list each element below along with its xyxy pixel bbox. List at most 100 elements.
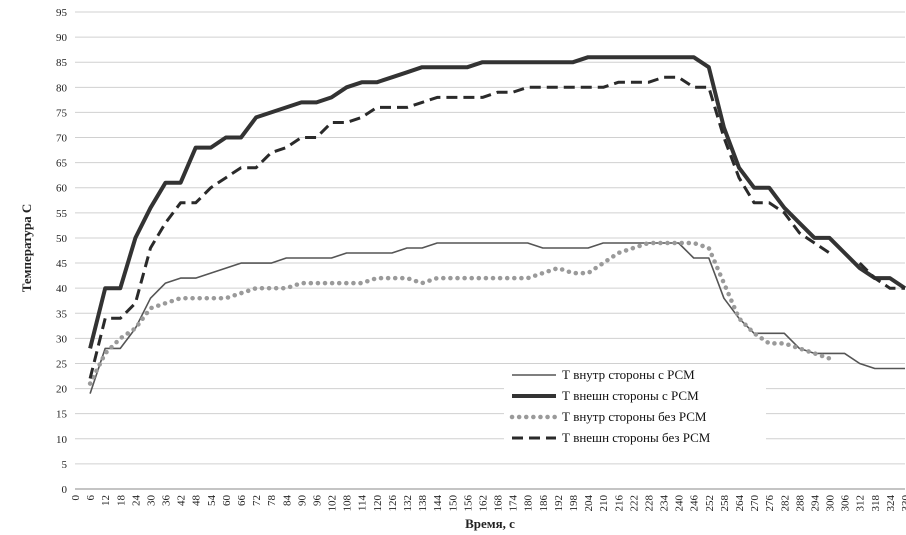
- legend-background: [504, 365, 766, 455]
- series-points-1: [89, 242, 905, 394]
- x-tick-label: 240: [674, 495, 686, 512]
- y-tick-label: 95: [56, 7, 68, 19]
- y-tick-label: 75: [56, 107, 68, 119]
- data-point: [286, 147, 287, 148]
- series-line-2: [88, 55, 906, 349]
- x-tick-label: 72: [251, 495, 263, 506]
- x-tick-label: 126: [387, 495, 399, 512]
- y-tick-label: 5: [62, 459, 68, 471]
- x-tick-label: 168: [493, 495, 505, 512]
- x-tick-label: 222: [628, 495, 640, 512]
- data-point: [391, 278, 392, 279]
- y-tick-label: 40: [56, 283, 68, 295]
- x-tick-label: 150: [447, 495, 459, 512]
- x-tick-label: 144: [432, 495, 444, 512]
- data-point: [391, 107, 392, 108]
- x-tick-label: 48: [191, 495, 203, 507]
- y-tick-label: 55: [56, 208, 68, 220]
- y-tick-label: 25: [56, 358, 68, 370]
- x-tick-label: 156: [462, 495, 474, 512]
- data-point: [784, 343, 785, 344]
- x-tick-label: 306: [840, 495, 852, 512]
- y-tick-label: 50: [56, 233, 68, 245]
- series-line-1: [89, 242, 905, 394]
- data-point: [572, 272, 573, 273]
- x-tick-label: 180: [523, 495, 535, 512]
- y-tick-label: 10: [56, 434, 68, 446]
- data-point: [829, 252, 830, 253]
- x-tick-label: 0: [70, 495, 82, 501]
- x-tick-label: 174: [508, 495, 520, 512]
- y-tick-label: 35: [56, 308, 68, 320]
- legend-label: Т внутр стороны с РСМ: [562, 367, 695, 382]
- y-tick-label: 15: [56, 409, 68, 421]
- x-tick-label: 330: [900, 495, 906, 512]
- x-tick-label: 120: [372, 495, 384, 512]
- data-point: [663, 77, 664, 78]
- x-tick-label: 24: [130, 495, 142, 507]
- data-point: [678, 77, 679, 78]
- data-point: [467, 278, 468, 279]
- x-tick-label: 78: [266, 495, 278, 507]
- x-tick-label: 132: [402, 495, 414, 512]
- x-tick-label: 96: [311, 495, 323, 507]
- x-tick-label: 270: [749, 495, 761, 512]
- x-tick-label: 246: [689, 495, 701, 512]
- y-tick-label: 80: [56, 82, 68, 94]
- legend-label: Т внутр стороны без РСМ: [562, 409, 707, 424]
- data-point: [376, 278, 377, 279]
- series-line-4: [88, 75, 905, 379]
- y-tick-label: 85: [56, 57, 68, 69]
- data-point: [482, 278, 483, 279]
- y-tick-label: 90: [56, 32, 68, 44]
- data-point: [135, 303, 136, 304]
- data-point: [210, 298, 211, 299]
- data-point: [271, 152, 272, 153]
- series-line-3: [87, 240, 832, 386]
- x-tick-label: 60: [221, 495, 233, 507]
- y-tick-label: 70: [56, 133, 68, 145]
- x-tick-label: 234: [659, 495, 671, 512]
- x-tick-label: 192: [553, 495, 565, 512]
- x-tick-label: 318: [870, 495, 882, 512]
- x-tick-label: 282: [779, 495, 791, 512]
- x-tick-label: 264: [734, 495, 746, 512]
- x-tick-label: 36: [161, 495, 173, 507]
- x-tick-label: 114: [357, 495, 369, 512]
- x-tick-label: 42: [176, 495, 188, 506]
- y-axis-ticks: 0 5 10 15 20 25 30 35 40 45 50 55 60 65 70 75 80 85 90 95: [56, 7, 68, 496]
- x-tick-label: 186: [538, 495, 550, 512]
- y-tick-label: 60: [56, 183, 68, 195]
- x-tick-label: 30: [145, 495, 157, 507]
- x-tick-label: 216: [613, 495, 625, 512]
- x-tick-label: 294: [809, 495, 821, 512]
- legend: Т внутр стороны с РСМ Т внешн стороны с Р…: [504, 365, 766, 455]
- x-tick-label: 198: [568, 495, 580, 512]
- legend-label: Т внешн стороны без РСМ: [562, 430, 711, 445]
- data-point: [195, 298, 196, 299]
- x-tick-label: 66: [236, 495, 248, 507]
- x-tick-label: 288: [794, 495, 806, 512]
- x-tick-label: 6: [85, 495, 97, 501]
- y-tick-label: 20: [56, 384, 68, 396]
- x-tick-label: 324: [885, 495, 897, 512]
- x-tick-label: 84: [281, 495, 293, 507]
- x-tick-label: 12: [100, 495, 112, 506]
- data-point: [376, 107, 377, 108]
- y-tick-label: 45: [56, 258, 68, 270]
- y-tick-label: 65: [56, 158, 68, 170]
- x-tick-label: 18: [115, 495, 127, 507]
- x-tick-label: 300: [825, 495, 837, 512]
- gridlines: [75, 11, 905, 490]
- x-tick-label: 162: [477, 495, 489, 512]
- x-axis-ticks: 0 6 12 18 24 30 36 42 48 54 60 66 72 78 84 90 96 102 108 11…: [70, 495, 906, 512]
- series-points-2: [89, 57, 905, 349]
- data-point: [346, 122, 347, 123]
- y-axis-title: Температура С: [19, 204, 34, 293]
- legend-label: Т внешн стороны с РСМ: [562, 388, 699, 403]
- x-axis-title: Время, с: [465, 516, 515, 531]
- series-lines: [87, 55, 906, 394]
- x-tick-label: 102: [327, 495, 339, 512]
